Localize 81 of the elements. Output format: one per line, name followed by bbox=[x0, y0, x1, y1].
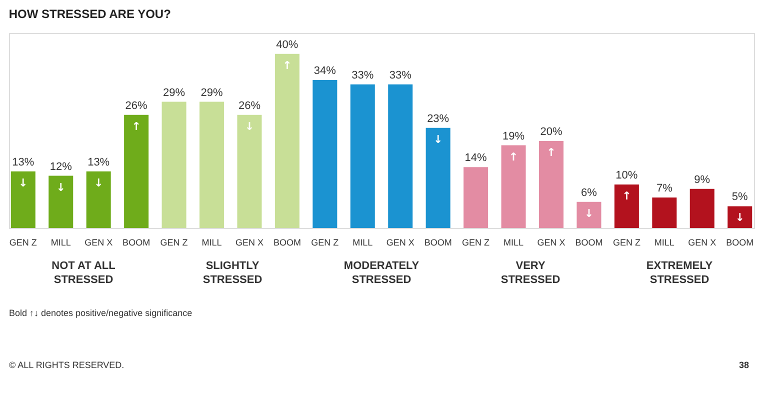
annotation: ↓ bbox=[433, 132, 443, 146]
data-label: 26% bbox=[125, 100, 148, 112]
x-tick-label: MILL bbox=[654, 238, 674, 248]
bar bbox=[274, 54, 300, 228]
data-label: 13% bbox=[12, 156, 34, 168]
bar bbox=[652, 198, 677, 228]
annotation: ↓ bbox=[584, 206, 594, 220]
x-tick-label: GEN X bbox=[84, 238, 113, 248]
bar bbox=[48, 176, 74, 228]
x-tick-label: MILL bbox=[50, 238, 71, 248]
data-label: 20% bbox=[540, 126, 562, 138]
x-tick-label: GEN Z bbox=[9, 238, 38, 248]
chart-title: HOW STRESSED ARE YOU? bbox=[8, 7, 171, 21]
annotation: ↑ bbox=[282, 58, 292, 72]
text: EXTREMELY STRESSED bbox=[646, 260, 714, 286]
text: VERY STRESSED bbox=[500, 260, 560, 286]
text: NOT AT ALL STRESSED bbox=[52, 260, 116, 286]
text: MODERATELY STRESSED bbox=[344, 260, 420, 286]
text: 38 bbox=[738, 360, 749, 370]
data-label: 26% bbox=[238, 100, 261, 112]
x-tick-label: GEN Z bbox=[311, 238, 340, 248]
data-label: 6% bbox=[581, 186, 598, 199]
data-label: 23% bbox=[427, 112, 450, 125]
bar bbox=[388, 84, 413, 228]
data-label: 34% bbox=[314, 65, 336, 78]
annotation: ↑ bbox=[546, 146, 556, 159]
bar bbox=[350, 84, 375, 228]
bar bbox=[10, 171, 36, 228]
x-tick-label: GEN Z bbox=[462, 238, 490, 248]
annotation: ↑ bbox=[132, 120, 141, 133]
data-label: 13% bbox=[88, 156, 110, 168]
bar bbox=[426, 128, 450, 228]
annotation: ↑ bbox=[622, 189, 632, 202]
bar bbox=[162, 102, 186, 228]
x-tick-label: GEN X bbox=[386, 238, 414, 248]
x-tick-label: BOOM bbox=[726, 238, 754, 248]
text: SLIGHTLY STRESSED bbox=[202, 260, 262, 286]
bar bbox=[614, 184, 639, 228]
data-label: 12% bbox=[50, 160, 72, 173]
bar bbox=[464, 167, 488, 228]
data-label: 33% bbox=[389, 69, 412, 82]
data-label: 33% bbox=[352, 69, 374, 82]
x-tick-label: GEN X bbox=[235, 238, 264, 248]
x-tick-label: BOOM bbox=[575, 238, 603, 248]
data-label: 29% bbox=[200, 86, 223, 99]
x-tick-label: GEN X bbox=[537, 238, 566, 248]
annotation: ↓ bbox=[56, 180, 66, 194]
data-label: 19% bbox=[502, 130, 525, 142]
annotation: ↓ bbox=[94, 176, 104, 190]
x-tick-label: MILL bbox=[504, 238, 524, 248]
data-label: 29% bbox=[163, 86, 186, 99]
text: Bold ↑↓ denotes positive/negative significance bbox=[9, 308, 192, 318]
data-label: 10% bbox=[616, 169, 638, 182]
bar bbox=[538, 140, 564, 228]
annotation: ↓ bbox=[735, 211, 744, 224]
bar bbox=[237, 114, 262, 228]
annotation: ↑ bbox=[508, 150, 518, 164]
annotation: ↓ bbox=[244, 120, 254, 133]
data-label: 5% bbox=[732, 191, 748, 204]
text: © ALL RIGHTS RESERVED. bbox=[9, 360, 124, 370]
data-label: 40% bbox=[276, 38, 298, 51]
data-label: 7% bbox=[656, 182, 673, 195]
bar bbox=[728, 206, 752, 228]
x-tick-label: BOOM bbox=[424, 238, 452, 248]
bar bbox=[312, 80, 338, 228]
data-label: 9% bbox=[694, 174, 710, 186]
x-tick-label: BOOM bbox=[273, 238, 301, 248]
bar bbox=[199, 102, 224, 228]
bar bbox=[690, 188, 714, 228]
bar bbox=[501, 145, 526, 228]
x-tick-label: GEN Z bbox=[160, 238, 188, 248]
annotation: ↓ bbox=[18, 176, 28, 190]
bar bbox=[124, 114, 149, 228]
x-tick-label: MILL bbox=[202, 238, 222, 248]
x-tick-label: GEN Z bbox=[612, 238, 641, 248]
x-tick-label: GEN X bbox=[688, 238, 716, 248]
bar bbox=[86, 171, 111, 228]
data-label: 14% bbox=[464, 152, 488, 164]
x-tick-label: BOOM bbox=[122, 238, 150, 248]
x-tick-label: MILL bbox=[352, 238, 373, 248]
bar bbox=[576, 202, 602, 228]
